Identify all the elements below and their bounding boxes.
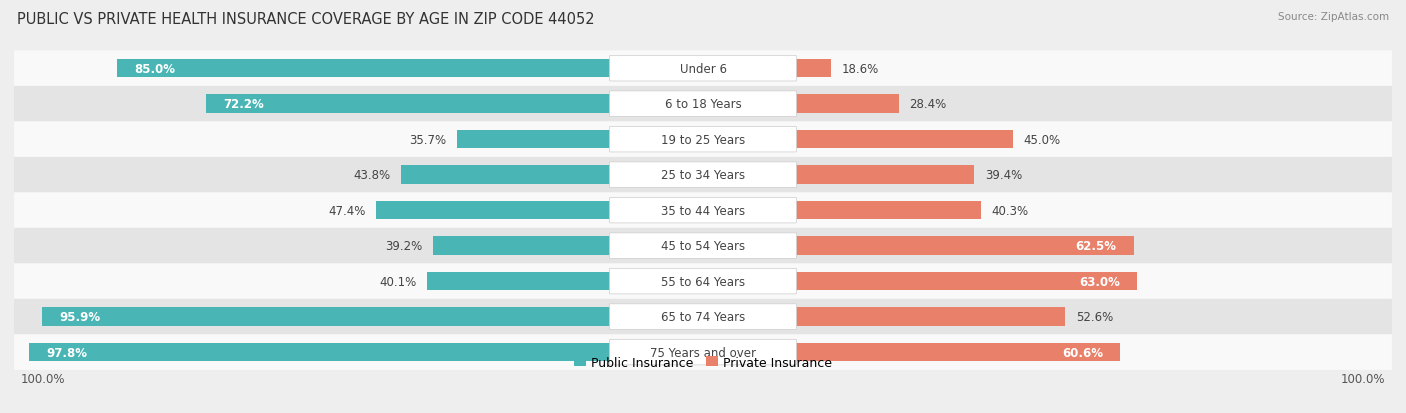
FancyBboxPatch shape (14, 335, 1392, 370)
Text: 43.8%: 43.8% (354, 169, 391, 182)
Text: 40.3%: 40.3% (991, 204, 1028, 217)
Bar (205, 95, 703, 114)
Text: Under 6: Under 6 (679, 62, 727, 76)
FancyBboxPatch shape (609, 269, 797, 294)
Text: 35.7%: 35.7% (409, 133, 447, 146)
FancyBboxPatch shape (609, 92, 797, 117)
Text: 52.6%: 52.6% (1076, 310, 1114, 323)
Bar (703, 272, 1137, 291)
Text: 35 to 44 Years: 35 to 44 Years (661, 204, 745, 217)
Text: 39.2%: 39.2% (385, 240, 423, 252)
Bar (703, 237, 1133, 255)
Text: 85.0%: 85.0% (135, 62, 176, 76)
Bar (703, 202, 980, 220)
FancyBboxPatch shape (609, 162, 797, 188)
Text: 72.2%: 72.2% (222, 98, 263, 111)
Bar (457, 131, 703, 149)
Bar (401, 166, 703, 185)
Bar (703, 131, 1012, 149)
Bar (703, 308, 1066, 326)
FancyBboxPatch shape (14, 122, 1392, 157)
Legend: Public Insurance, Private Insurance: Public Insurance, Private Insurance (574, 356, 832, 369)
Bar (117, 60, 703, 78)
Text: 97.8%: 97.8% (46, 346, 87, 359)
Text: 25 to 34 Years: 25 to 34 Years (661, 169, 745, 182)
FancyBboxPatch shape (14, 299, 1392, 335)
Text: 19 to 25 Years: 19 to 25 Years (661, 133, 745, 146)
Text: 40.1%: 40.1% (380, 275, 416, 288)
FancyBboxPatch shape (609, 339, 797, 365)
Bar (703, 95, 898, 114)
Text: Source: ZipAtlas.com: Source: ZipAtlas.com (1278, 12, 1389, 22)
Text: 45.0%: 45.0% (1024, 133, 1060, 146)
FancyBboxPatch shape (609, 233, 797, 259)
FancyBboxPatch shape (14, 51, 1392, 87)
Bar (427, 272, 703, 291)
FancyBboxPatch shape (609, 198, 797, 223)
Text: 45 to 54 Years: 45 to 54 Years (661, 240, 745, 252)
FancyBboxPatch shape (14, 87, 1392, 122)
Bar (42, 308, 703, 326)
Bar (30, 343, 703, 361)
Text: 60.6%: 60.6% (1063, 346, 1104, 359)
FancyBboxPatch shape (14, 193, 1392, 228)
Text: 100.0%: 100.0% (21, 373, 66, 385)
Bar (433, 237, 703, 255)
Text: 47.4%: 47.4% (329, 204, 366, 217)
Text: 95.9%: 95.9% (59, 310, 101, 323)
Bar (703, 166, 974, 185)
Text: 18.6%: 18.6% (841, 62, 879, 76)
Bar (377, 202, 703, 220)
FancyBboxPatch shape (14, 264, 1392, 299)
Bar (703, 343, 1121, 361)
FancyBboxPatch shape (609, 127, 797, 152)
Text: 39.4%: 39.4% (984, 169, 1022, 182)
Text: 75 Years and over: 75 Years and over (650, 346, 756, 359)
Bar (703, 60, 831, 78)
FancyBboxPatch shape (14, 228, 1392, 264)
Text: 65 to 74 Years: 65 to 74 Years (661, 310, 745, 323)
Text: 55 to 64 Years: 55 to 64 Years (661, 275, 745, 288)
Text: 63.0%: 63.0% (1078, 275, 1119, 288)
Text: 6 to 18 Years: 6 to 18 Years (665, 98, 741, 111)
Text: PUBLIC VS PRIVATE HEALTH INSURANCE COVERAGE BY AGE IN ZIP CODE 44052: PUBLIC VS PRIVATE HEALTH INSURANCE COVER… (17, 12, 595, 27)
FancyBboxPatch shape (14, 157, 1392, 193)
FancyBboxPatch shape (609, 304, 797, 330)
Text: 62.5%: 62.5% (1076, 240, 1116, 252)
FancyBboxPatch shape (609, 56, 797, 82)
Text: 28.4%: 28.4% (910, 98, 946, 111)
Text: 100.0%: 100.0% (1340, 373, 1385, 385)
